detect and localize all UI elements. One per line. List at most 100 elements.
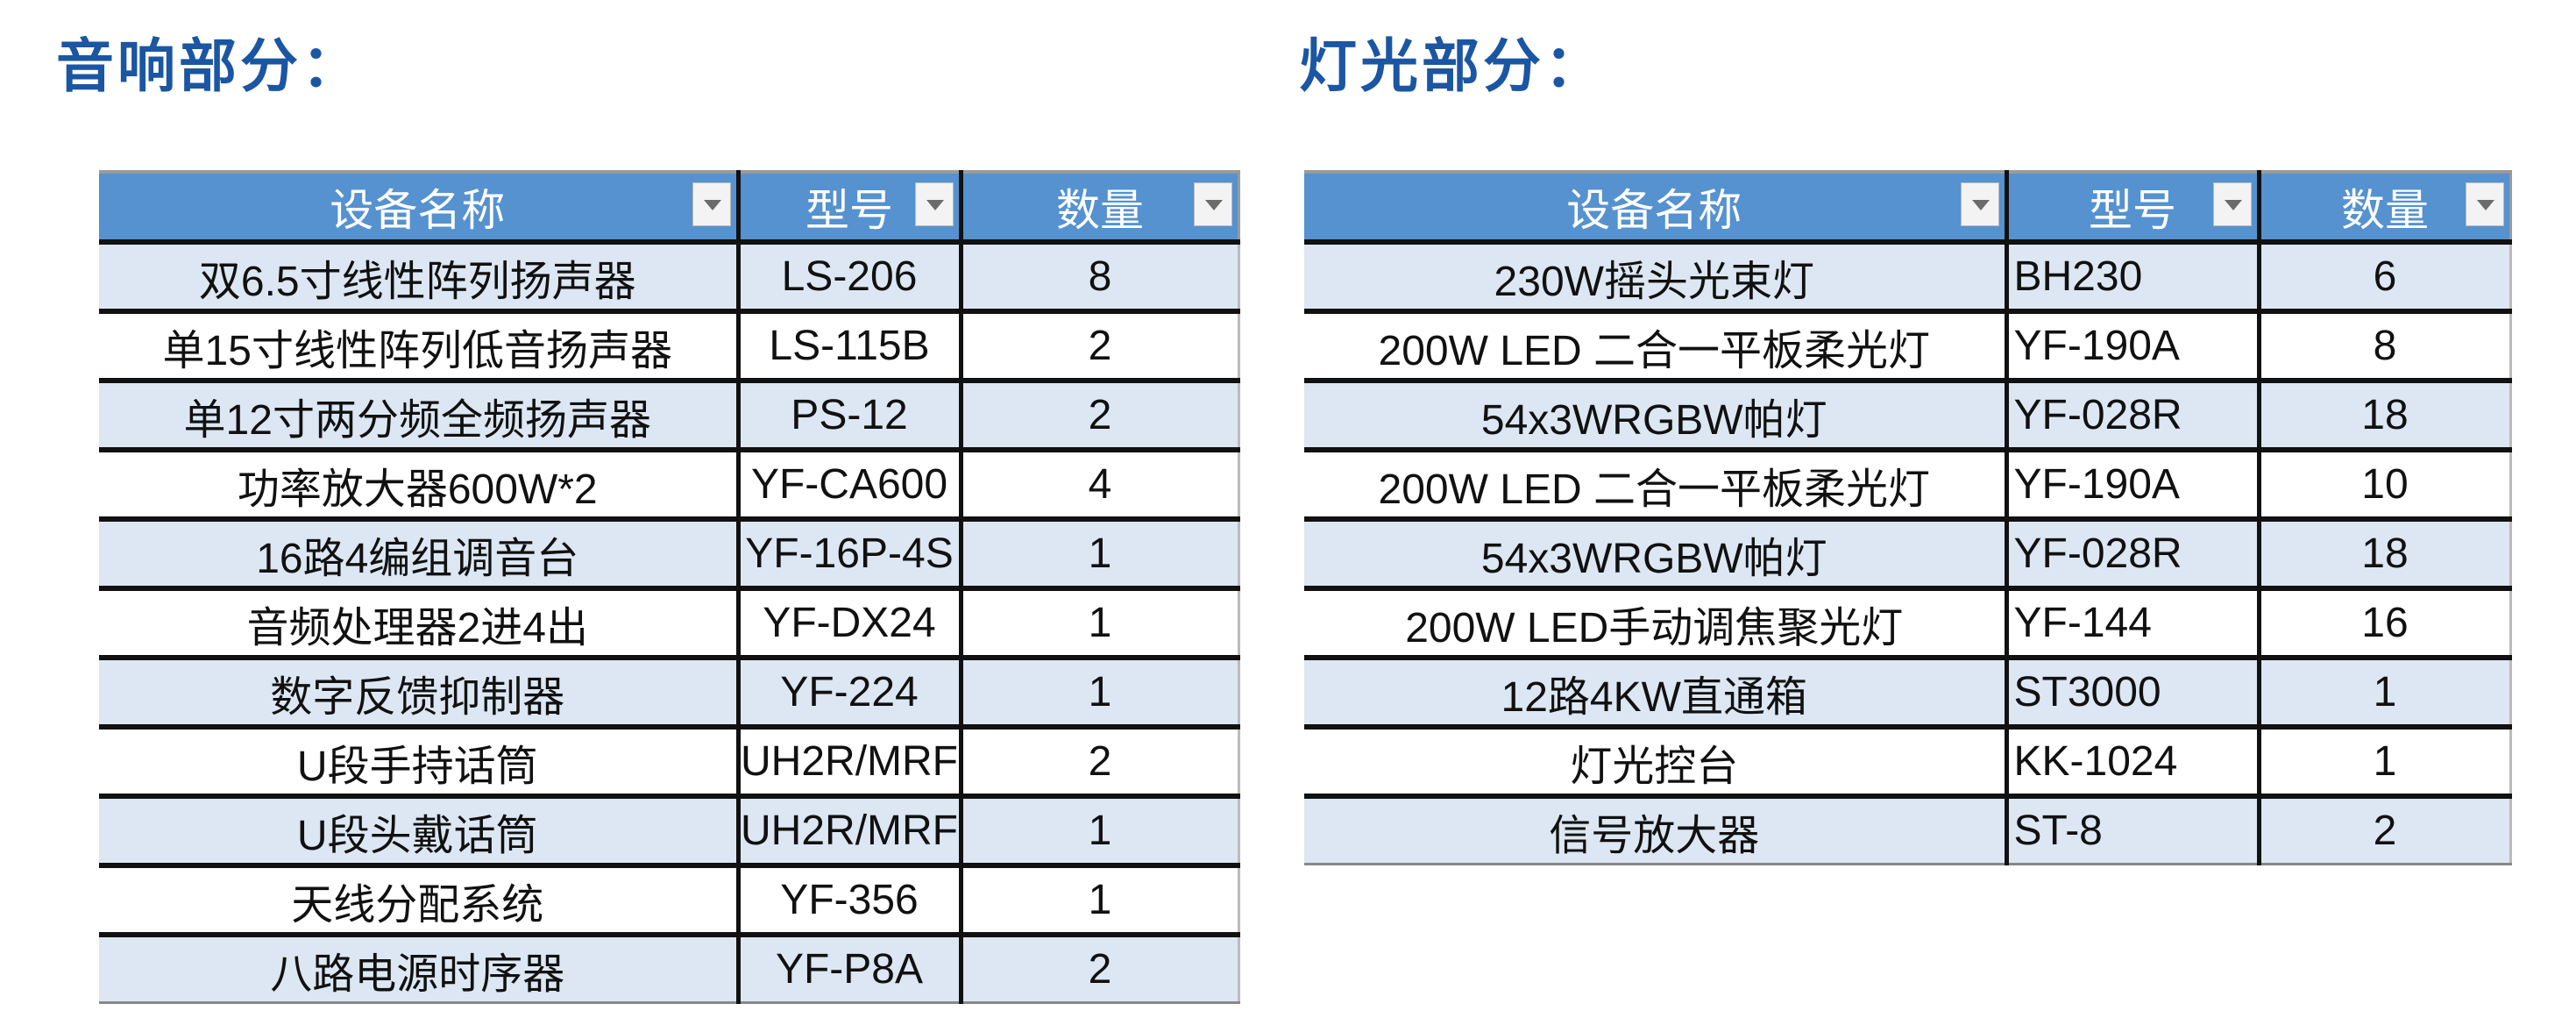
- device-name-cell[interactable]: 功率放大器600W*2: [99, 450, 741, 522]
- device-name-cell[interactable]: 200W LED 二合一平板柔光灯: [1304, 450, 2009, 522]
- device-name-cell[interactable]: U段头戴话筒: [99, 796, 741, 868]
- table-row: 功率放大器600W*2 YF-CA600 4: [99, 450, 1240, 522]
- audio-equipment-table: 设备名称 型号 数量 双6.5寸线性阵列扬声器 LS-206 8 单15寸线性阵列低音扬声器…: [99, 170, 1240, 1004]
- column-header-label: 设备名称: [330, 184, 506, 236]
- model-cell[interactable]: YF-144: [2006, 588, 2261, 660]
- table-row: 八路电源时序器 YF-P8A 2: [99, 935, 1240, 1004]
- device-name-cell[interactable]: 八路电源时序器: [99, 935, 741, 1004]
- quantity-cell[interactable]: 6: [2259, 242, 2512, 314]
- table-row: 12路4KW直通箱 ST3000 1: [1304, 658, 2512, 730]
- column-header-model[interactable]: 型号: [738, 170, 963, 245]
- quantity-cell[interactable]: 1: [961, 796, 1240, 868]
- device-name-cell[interactable]: 双6.5寸线性阵列扬声器: [99, 242, 741, 314]
- column-header-label: 数量: [1056, 184, 1144, 236]
- model-cell[interactable]: LS-115B: [738, 311, 963, 383]
- model-cell[interactable]: UH2R/MRF: [738, 727, 963, 799]
- table-row: 16路4编组调音台 YF-16P-4S 1: [99, 519, 1240, 591]
- device-name-cell[interactable]: 单12寸两分频全频扬声器: [99, 381, 741, 452]
- lighting-section-title: 灯光部分：: [1299, 32, 1606, 100]
- model-cell[interactable]: YF-028R: [2006, 381, 2261, 452]
- filter-dropdown-icon[interactable]: [914, 182, 954, 226]
- column-header-label: 型号: [805, 184, 893, 236]
- filter-dropdown-icon[interactable]: [692, 182, 731, 226]
- filter-dropdown-icon[interactable]: [2212, 182, 2252, 226]
- table-row: 200W LED 二合一平板柔光灯 YF-190A 8: [1304, 311, 2512, 383]
- table-row: 单15寸线性阵列低音扬声器 LS-115B 2: [99, 311, 1240, 383]
- table-row: 200W LED 二合一平板柔光灯 YF-190A 10: [1304, 450, 2512, 522]
- quantity-cell[interactable]: 1: [961, 865, 1240, 937]
- model-cell[interactable]: YF-190A: [2006, 450, 2261, 522]
- quantity-cell[interactable]: 1: [2259, 727, 2512, 799]
- quantity-cell[interactable]: 1: [961, 588, 1240, 660]
- table-row: 天线分配系统 YF-356 1: [99, 865, 1240, 937]
- quantity-cell[interactable]: 10: [2259, 450, 2512, 522]
- column-header-quantity[interactable]: 数量: [2259, 170, 2512, 245]
- table-row: 灯光控台 KK-1024 1: [1304, 727, 2512, 799]
- column-header-label: 型号: [2089, 184, 2176, 236]
- column-header-label: 数量: [2341, 184, 2429, 236]
- table-row: 信号放大器 ST-8 2: [1304, 796, 2512, 865]
- table-row: 54x3WRGBW帕灯 YF-028R 18: [1304, 519, 2512, 591]
- quantity-cell[interactable]: 2: [961, 381, 1240, 452]
- table-row: 54x3WRGBW帕灯 YF-028R 18: [1304, 381, 2512, 452]
- model-cell[interactable]: LS-206: [738, 242, 963, 314]
- device-name-cell[interactable]: 天线分配系统: [99, 865, 741, 937]
- quantity-cell[interactable]: 2: [961, 935, 1240, 1004]
- model-cell[interactable]: YF-190A: [2006, 311, 2261, 383]
- filter-dropdown-icon[interactable]: [1193, 182, 1232, 226]
- quantity-cell[interactable]: 16: [2259, 588, 2512, 660]
- model-cell[interactable]: KK-1024: [2006, 727, 2261, 799]
- model-cell[interactable]: UH2R/MRF: [738, 796, 963, 868]
- column-header-label: 设备名称: [1566, 184, 1742, 236]
- device-name-cell[interactable]: 12路4KW直通箱: [1304, 658, 2009, 730]
- quantity-cell[interactable]: 1: [961, 658, 1240, 730]
- column-header-device-name[interactable]: 设备名称: [99, 170, 741, 245]
- model-cell[interactable]: BH230: [2006, 242, 2261, 314]
- quantity-cell[interactable]: 1: [2259, 658, 2512, 730]
- device-name-cell[interactable]: 单15寸线性阵列低音扬声器: [99, 311, 741, 383]
- quantity-cell[interactable]: 1: [961, 519, 1240, 591]
- model-cell[interactable]: ST-8: [2006, 796, 2261, 865]
- quantity-cell[interactable]: 18: [2259, 381, 2512, 452]
- device-name-cell[interactable]: 54x3WRGBW帕灯: [1304, 381, 2009, 452]
- model-cell[interactable]: ST3000: [2006, 658, 2261, 730]
- lighting-equipment-table: 设备名称 型号 数量 230W摇头光束灯 BH230 6 200W LED 二合一平板柔光灯…: [1304, 170, 2512, 865]
- model-cell[interactable]: YF-DX24: [738, 588, 963, 660]
- column-header-model[interactable]: 型号: [2006, 170, 2261, 245]
- table-row: 音频处理器2进4出 YF-DX24 1: [99, 588, 1240, 660]
- device-name-cell[interactable]: U段手持话筒: [99, 727, 741, 799]
- model-cell[interactable]: YF-16P-4S: [738, 519, 963, 591]
- quantity-cell[interactable]: 2: [2259, 796, 2512, 865]
- model-cell[interactable]: YF-P8A: [738, 935, 963, 1004]
- model-cell[interactable]: YF-028R: [2006, 519, 2261, 591]
- filter-dropdown-icon[interactable]: [1960, 182, 1999, 226]
- filter-dropdown-icon[interactable]: [2465, 182, 2504, 226]
- device-name-cell[interactable]: 信号放大器: [1304, 796, 2009, 865]
- quantity-cell[interactable]: 18: [2259, 519, 2512, 591]
- quantity-cell[interactable]: 4: [961, 450, 1240, 522]
- table-row: 数字反馈抑制器 YF-224 1: [99, 658, 1240, 730]
- device-name-cell[interactable]: 16路4编组调音台: [99, 519, 741, 591]
- table-row: 200W LED手动调焦聚光灯 YF-144 16: [1304, 588, 2512, 660]
- quantity-cell[interactable]: 8: [961, 242, 1240, 314]
- column-header-device-name[interactable]: 设备名称: [1304, 170, 2009, 245]
- model-cell[interactable]: YF-224: [738, 658, 963, 730]
- device-name-cell[interactable]: 200W LED 二合一平板柔光灯: [1304, 311, 2009, 383]
- model-cell[interactable]: YF-CA600: [738, 450, 963, 522]
- device-name-cell[interactable]: 数字反馈抑制器: [99, 658, 741, 730]
- column-header-quantity[interactable]: 数量: [961, 170, 1240, 245]
- table-row: 230W摇头光束灯 BH230 6: [1304, 242, 2512, 314]
- table-row: 单12寸两分频全频扬声器 PS-12 2: [99, 381, 1240, 452]
- device-name-cell[interactable]: 54x3WRGBW帕灯: [1304, 519, 2009, 591]
- quantity-cell[interactable]: 2: [961, 727, 1240, 799]
- model-cell[interactable]: PS-12: [738, 381, 963, 452]
- device-name-cell[interactable]: 音频处理器2进4出: [99, 588, 741, 660]
- quantity-cell[interactable]: 8: [2259, 311, 2512, 383]
- model-cell[interactable]: YF-356: [738, 865, 963, 937]
- table-row: 双6.5寸线性阵列扬声器 LS-206 8: [99, 242, 1240, 314]
- quantity-cell[interactable]: 2: [961, 311, 1240, 383]
- table-row: U段手持话筒 UH2R/MRF 2: [99, 727, 1240, 799]
- device-name-cell[interactable]: 230W摇头光束灯: [1304, 242, 2009, 314]
- device-name-cell[interactable]: 灯光控台: [1304, 727, 2009, 799]
- device-name-cell[interactable]: 200W LED手动调焦聚光灯: [1304, 588, 2009, 660]
